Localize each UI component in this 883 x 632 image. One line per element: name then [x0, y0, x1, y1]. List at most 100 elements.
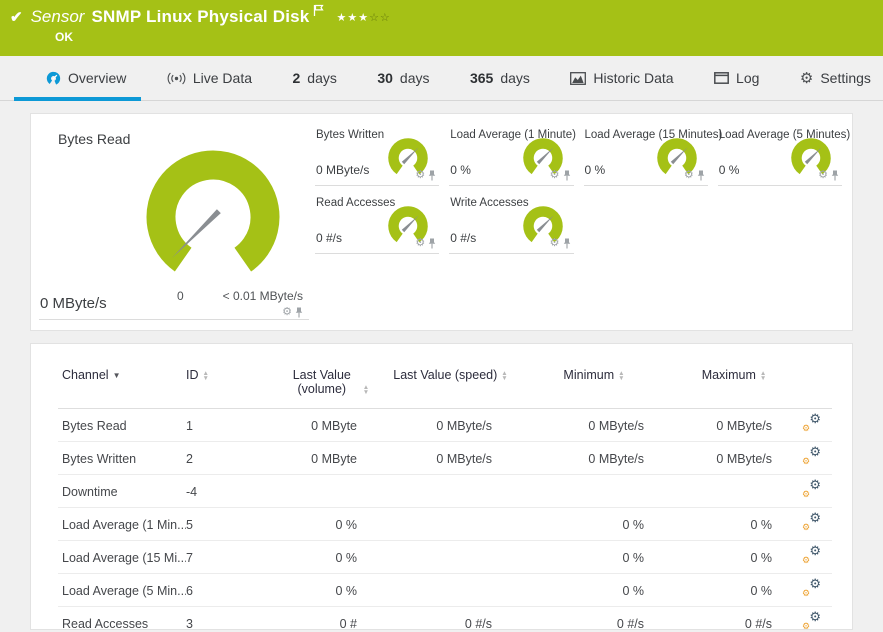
column-header-id[interactable]: ID ▲ ▼	[186, 358, 271, 409]
gauge-title: Read Accesses	[316, 197, 396, 209]
column-header-channel[interactable]: Channel ▼	[58, 358, 186, 409]
gauge-bytes-read[interactable]: Bytes Read 0 MByte/s 0 < 0.01 MByte/s ⚙	[39, 122, 309, 330]
table-row[interactable]: Load Average (15 Mi... 7 0 % 0 % 0 % ⚙ ⚙	[58, 540, 832, 574]
column-header-minimum[interactable]: Minimum ▲ ▼	[518, 358, 670, 409]
edit-channel-gears-icon[interactable]: ⚙ ⚙	[802, 444, 821, 466]
column-header-last-value-volume[interactable]: Last Value (volume) ▲ ▼	[271, 358, 383, 409]
tab-label: Settings	[820, 70, 871, 86]
minimum: 0 %	[518, 573, 670, 607]
pin-icon[interactable]	[563, 238, 571, 249]
last-value-speed: 0 #/s	[383, 606, 518, 629]
gauge-load-average-1-minute[interactable]: Load Average (1 Minute) 0 % ⚙	[449, 122, 576, 186]
tab-settings[interactable]: ⚙ Settings	[798, 56, 873, 100]
edit-channel-gears-icon[interactable]: ⚙ ⚙	[802, 609, 821, 630]
edit-channel-gears-icon[interactable]: ⚙ ⚙	[802, 510, 821, 532]
edit-channel-gears-icon[interactable]: ⚙ ⚙	[802, 411, 821, 433]
gauge-dial	[791, 138, 831, 177]
edit-channel-gears-icon[interactable]: ⚙ ⚙	[802, 576, 821, 598]
channel-settings-gear-icon[interactable]: ⚙	[282, 306, 292, 318]
maximum	[670, 474, 798, 508]
tab-live-data[interactable]: Live Data	[165, 56, 254, 100]
flag-icon[interactable]	[313, 4, 325, 22]
channel-id: 7	[186, 540, 271, 574]
gauges-panel: Bytes Read 0 MByte/s 0 < 0.01 MByte/s ⚙ …	[30, 113, 853, 331]
gauge-bytes-written[interactable]: Bytes Written 0 MByte/s ⚙	[315, 122, 440, 186]
channel-settings-gear-icon[interactable]: ⚙	[415, 237, 426, 249]
column-header-last-value-speed[interactable]: Last Value (speed) ▲ ▼	[383, 358, 518, 409]
edit-channel-gears-icon[interactable]: ⚙ ⚙	[802, 543, 821, 565]
channel-name: Load Average (5 Min...	[58, 573, 186, 607]
tab-log[interactable]: Log	[712, 56, 761, 100]
gauge-read-accesses[interactable]: Read Accesses 0 #/s ⚙	[315, 190, 440, 254]
tab-2-days[interactable]: 2 days	[292, 70, 337, 86]
table-row[interactable]: Read Accesses 3 0 # 0 #/s 0 #/s 0 #/s ⚙ ⚙	[58, 606, 832, 630]
channel-name: Bytes Read	[58, 408, 186, 442]
gauge-load-average-15-minutes[interactable]: Load Average (15 Minutes) 0 % ⚙	[583, 122, 722, 186]
table-row[interactable]: Downtime -4 ⚙ ⚙	[58, 474, 832, 508]
pin-icon[interactable]	[563, 170, 571, 181]
channel-settings-gear-icon[interactable]: ⚙	[818, 169, 828, 181]
sort-icon: ▲ ▼	[202, 369, 209, 382]
last-value-speed: 0 MByte/s	[383, 441, 518, 475]
window-icon	[714, 72, 729, 84]
tab-label: days	[399, 70, 430, 86]
column-header-maximum[interactable]: Maximum ▲ ▼	[670, 358, 798, 409]
gauge-needle	[670, 147, 688, 165]
maximum: 0 %	[670, 573, 798, 607]
gauge-value: 0 %	[718, 163, 740, 177]
tab-30-days[interactable]: 30 days	[377, 70, 430, 86]
gauge-value: 0 MByte/s	[316, 163, 370, 177]
gauge-value: 0 #/s	[450, 231, 477, 245]
pin-icon[interactable]	[295, 307, 303, 318]
table-row[interactable]: Load Average (1 Min... 5 0 % 0 % 0 % ⚙ ⚙	[58, 507, 832, 541]
gauge-load-average-5-minutes[interactable]: Load Average (5 Minutes) 0 % ⚙	[717, 122, 850, 186]
minimum: 0 MByte/s	[518, 408, 670, 442]
channel-name: Load Average (1 Min...	[58, 507, 186, 541]
column-header-tools	[798, 358, 832, 409]
chart-icon	[570, 71, 587, 85]
channel-name: Load Average (15 Mi...	[58, 540, 186, 574]
channel-name: Downtime	[58, 474, 186, 508]
gauge-scale-max: < 0.01 MByte/s	[222, 289, 303, 303]
priority-stars[interactable]: ★★★☆☆	[336, 11, 390, 24]
pin-icon[interactable]	[831, 170, 839, 181]
table-row[interactable]: Bytes Read 1 0 MByte 0 MByte/s 0 MByte/s…	[58, 408, 832, 442]
tab-label: Historic Data	[593, 70, 674, 86]
table-row[interactable]: Load Average (5 Min... 6 0 % 0 % 0 % ⚙ ⚙	[58, 573, 832, 607]
gauge-dial	[146, 150, 280, 284]
tab-historic-data[interactable]: Historic Data	[568, 56, 675, 100]
maximum: 0 %	[670, 540, 798, 574]
gauge-needle	[172, 209, 221, 258]
tab-label: Live Data	[192, 70, 252, 86]
gauge-dial	[522, 206, 563, 245]
sort-desc-icon: ▼	[112, 371, 121, 381]
channel-settings-gear-icon[interactable]: ⚙	[415, 169, 426, 181]
pin-icon[interactable]	[428, 238, 436, 249]
sensor-title: SNMP Linux Physical Disk	[91, 7, 310, 26]
table-row[interactable]: Bytes Written 2 0 MByte 0 MByte/s 0 MByt…	[58, 441, 832, 475]
gauge-needle	[536, 215, 553, 233]
gauge-icon	[46, 71, 61, 86]
gauge-title: Bytes Written	[316, 129, 385, 141]
pin-icon[interactable]	[697, 170, 705, 181]
channel-settings-gear-icon[interactable]: ⚙	[549, 169, 560, 181]
tab-bar: Overview Live Data 2 days 30 days 365	[0, 56, 883, 101]
gauge-write-accesses[interactable]: Write Accesses 0 #/s ⚙	[449, 190, 574, 254]
pin-icon[interactable]	[428, 170, 436, 181]
edit-channel-gears-icon[interactable]: ⚙ ⚙	[802, 477, 821, 499]
last-value-volume: 0 %	[271, 507, 383, 541]
tab-365-days[interactable]: 365 days	[469, 70, 530, 86]
channel-settings-gear-icon[interactable]: ⚙	[683, 169, 694, 181]
minimum: 0 #/s	[518, 606, 670, 629]
channel-id: -4	[186, 474, 271, 508]
tab-label: Log	[736, 70, 760, 86]
gauge-dial	[388, 206, 428, 245]
stars-filled: ★★★	[336, 11, 370, 24]
tab-overview[interactable]: Overview	[13, 56, 142, 101]
channel-settings-gear-icon[interactable]: ⚙	[549, 237, 560, 249]
gauge-value: 0 #/s	[316, 231, 343, 245]
last-value-speed	[383, 573, 518, 607]
gear-icon: ⚙	[799, 69, 814, 87]
tab-label: days	[500, 70, 530, 86]
